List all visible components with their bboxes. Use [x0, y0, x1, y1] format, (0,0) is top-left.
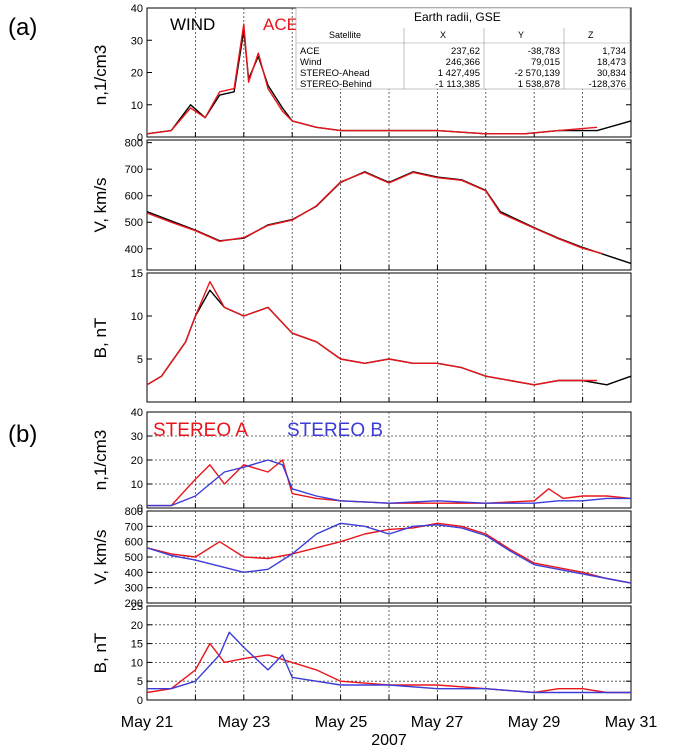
table-header-satellite: Satellite [329, 30, 361, 40]
y-tick-label: 0 [137, 132, 143, 144]
table-header-y: Y [518, 30, 524, 40]
y-tick-label: 5 [137, 676, 143, 688]
table-cell: 246,366 [446, 57, 480, 68]
x-axis-labels: May 21 May 23 May 25 May 27 May 29 May 3… [121, 714, 658, 749]
y-tick-label: 400 [125, 567, 143, 579]
y-axis-label: B, nT [91, 318, 110, 359]
panel-a-label: (a) [8, 14, 37, 41]
position-table: Earth radii, GSE Satellite X Y Z ACE 237… [295, 7, 631, 90]
y-tick-label: 600 [125, 191, 143, 203]
legend-stereo-a: STEREO A [153, 420, 248, 441]
table-cell: 1,734 [602, 46, 626, 57]
table-cell: STEREO-Behind [300, 79, 372, 90]
y-tick-label: 20 [131, 620, 143, 632]
plot-panel: 400 500 600 700 800 V, km/s [91, 138, 632, 271]
table-cell: 79,015 [531, 57, 560, 68]
y-tick-label: 20 [131, 455, 143, 467]
table-cell: 1 538,878 [518, 79, 560, 90]
y-tick-label: 500 [125, 552, 143, 564]
x-tick-label: May 29 [508, 714, 561, 731]
plot-panel: 5 10 15 B, nT [91, 268, 632, 403]
y-tick-label: 10 [131, 311, 143, 323]
y-tick-label: 200 [125, 598, 143, 610]
y-axis-label: V, km/s [91, 529, 110, 584]
y-tick-label: 0 [137, 695, 143, 707]
y-tick-label: 15 [131, 639, 143, 651]
y-axis-label: B, nT [91, 633, 110, 674]
x-tick-label: May 25 [315, 714, 368, 731]
y-tick-label: 30 [131, 431, 143, 443]
y-tick-label: 40 [131, 3, 143, 15]
table-row-stereo-ahead: STEREO-Ahead 1 427,495 -2 570,139 30,834 [300, 68, 626, 79]
y-axis-label: V, km/s [91, 177, 110, 232]
y-tick-label: 700 [125, 521, 143, 533]
series-line [146, 522, 632, 584]
y-tick-label: 0 [137, 503, 143, 515]
series-line [146, 642, 631, 694]
table-cell: -1 113,385 [435, 79, 480, 90]
series-line [146, 23, 598, 135]
plot-panel: 0 5 10 15 20 25 B, nT [91, 601, 632, 707]
y-tick-label: 5 [137, 354, 143, 366]
y-tick-label: 400 [125, 244, 143, 256]
table-header-z: Z [588, 30, 594, 40]
table-cell: Wind [300, 57, 322, 68]
table-row-stereo-behind: STEREO-Behind -1 113,385 1 538,878 -128,… [300, 79, 626, 90]
table-cell: STEREO-Ahead [300, 68, 370, 79]
y-tick-label: 25 [131, 601, 143, 613]
y-tick-label: 40 [131, 407, 143, 419]
legend-ace: ACE [263, 15, 298, 34]
table-cell: 18,473 [597, 57, 626, 68]
y-tick-label: 800 [125, 138, 143, 150]
y-tick-label: 10 [131, 100, 143, 112]
table-cell: -128,376 [588, 79, 626, 90]
series-line [147, 631, 631, 694]
x-tick-label: May 23 [218, 714, 271, 731]
y-tick-label: 15 [131, 268, 143, 280]
y-tick-label: 30 [131, 35, 143, 47]
table-header-row: Satellite X Y Z [329, 30, 594, 40]
plot-panel: 0 10 20 30 40 n,1/cm3 [91, 407, 632, 515]
plot-frame [146, 605, 632, 701]
x-tick-label: May 31 [605, 714, 658, 731]
table-cell: ACE [300, 46, 320, 57]
series-line [147, 459, 632, 507]
table-row-ace: ACE 237,62 -38,783 1,734 [300, 46, 626, 57]
legend-wind: WIND [170, 15, 215, 34]
table-title: Earth radii, GSE [414, 10, 501, 24]
table-cell: 30,834 [597, 68, 626, 79]
x-tick-label: May 21 [121, 714, 174, 731]
x-tick-label: May 27 [411, 714, 464, 731]
y-tick-label: 10 [131, 479, 143, 491]
y-tick-label: 700 [125, 164, 143, 176]
series-line [146, 522, 632, 584]
series-line [146, 280, 598, 386]
y-tick-label: 800 [125, 506, 143, 518]
y-axis-label: n,1/cm3 [91, 430, 110, 490]
y-tick-label: 500 [125, 217, 143, 229]
series-line [147, 459, 631, 507]
y-tick-label: 600 [125, 537, 143, 549]
table-cell: -38,783 [528, 46, 560, 57]
panel-b-label: (b) [8, 421, 37, 448]
table-cell: -2 570,139 [515, 68, 560, 79]
y-tick-label: 20 [131, 68, 143, 80]
series-line [146, 171, 603, 255]
table-cell: 1 427,495 [438, 68, 480, 79]
table-cell: 237,62 [451, 46, 480, 57]
y-axis-label: n,1/cm3 [91, 45, 110, 105]
table-row-wind: Wind 246,366 79,015 18,473 [300, 57, 626, 68]
y-tick-label: 300 [125, 583, 143, 595]
legend-stereo-b: STEREO B [287, 420, 383, 441]
table-header-x: X [440, 30, 446, 40]
plot-panel: 200 300 400 500 600 700 800 V, km/s [91, 506, 632, 610]
x-axis-year: 2007 [371, 732, 407, 749]
y-tick-label: 10 [131, 657, 143, 669]
